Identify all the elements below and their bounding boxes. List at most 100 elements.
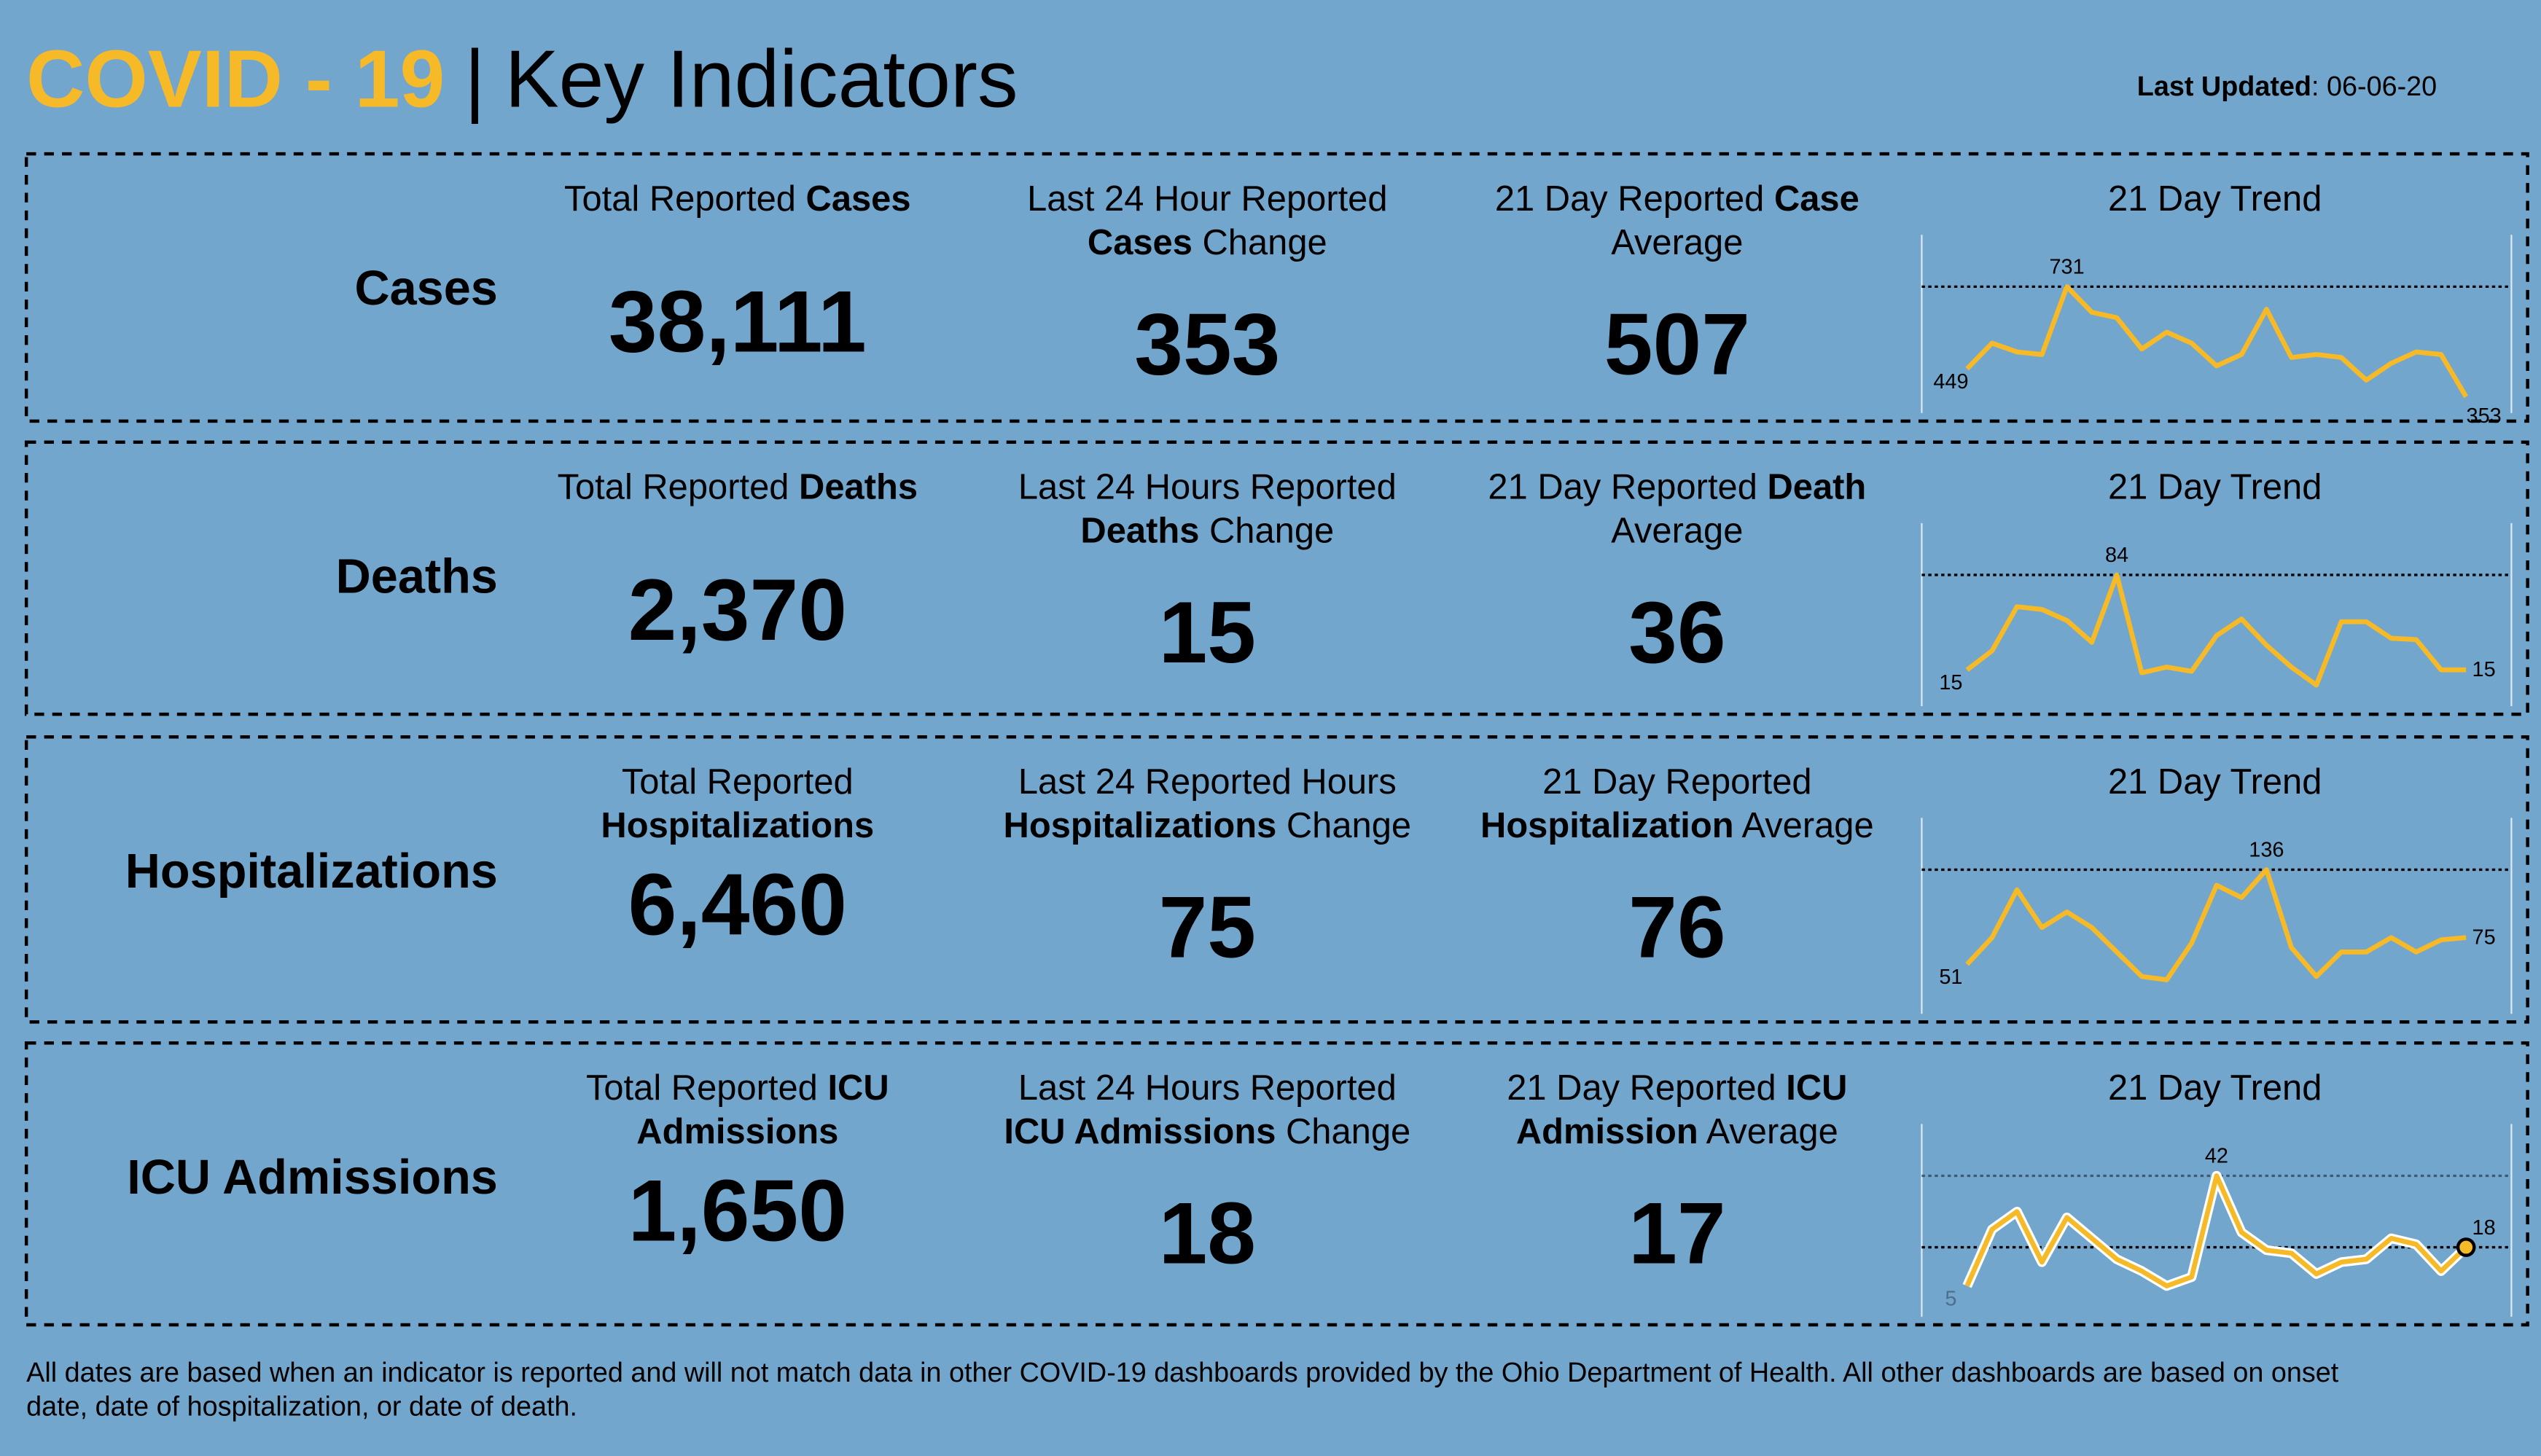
- metric-value: 36: [1628, 584, 1725, 681]
- last-value-label: 353: [2467, 404, 2502, 428]
- label-segment: Change: [1276, 806, 1411, 845]
- label-segment: Total Reported: [558, 468, 799, 507]
- label-segment: Deaths: [1080, 512, 1199, 551]
- max-value-label: 136: [2249, 839, 2284, 862]
- metric-value: 17: [1628, 1185, 1725, 1283]
- label-segment: ICU: [827, 1068, 889, 1108]
- label-segment: ICU: [1786, 1068, 1847, 1108]
- metric-label: Hospitalizations Change: [1004, 806, 1412, 845]
- last-point: [2456, 1237, 2476, 1257]
- last-updated: Last Updated: 06-06-20: [2137, 71, 2437, 102]
- label-segment: Change: [1276, 1112, 1410, 1151]
- metric-label: Last 24 Hours Reported: [1018, 1068, 1397, 1108]
- label-segment: Deaths: [799, 468, 918, 507]
- label-segment: Average: [1734, 806, 1874, 845]
- first-value-label: 51: [1939, 966, 1962, 989]
- metric-label: Total Reported: [622, 762, 854, 802]
- row-label: ICU Admissions: [127, 1151, 498, 1205]
- section-box: [24, 152, 2529, 423]
- metric-value: 75: [1159, 878, 1256, 976]
- trend-title: 21 Day Trend: [2108, 468, 2322, 507]
- title-separator: |: [464, 34, 485, 125]
- trend-line: [1964, 1173, 2468, 1288]
- metric-label: 21 Day Reported: [1542, 762, 1811, 802]
- label-segment: 21 Day Reported: [1495, 179, 1774, 219]
- label-segment: Change: [1193, 223, 1327, 262]
- max-value-label: 84: [2105, 544, 2128, 567]
- metric-label: Last 24 Hour Reported: [1027, 179, 1387, 219]
- metric-label: 21 Day Reported Death: [1488, 468, 1866, 507]
- metric-label: 21 Day Reported Case: [1495, 179, 1859, 219]
- label-segment: 21 Day Reported: [1507, 1068, 1786, 1108]
- metric-label: 21 Day Reported ICU: [1507, 1068, 1847, 1108]
- metric-label: Admissions: [636, 1112, 838, 1151]
- label-segment: Death: [1767, 468, 1866, 507]
- metric-label: Average: [1611, 512, 1743, 551]
- label-segment: Last 24 Reported Hours: [1018, 762, 1397, 802]
- metric-value: 18: [1159, 1185, 1256, 1283]
- label-segment: Case: [1774, 179, 1859, 219]
- metric-value: 38,111: [609, 273, 867, 370]
- label-segment: Average: [1611, 512, 1743, 551]
- footer-line: All dates are based when an indicator is…: [26, 1358, 2339, 1388]
- label-segment: Average: [1611, 223, 1743, 262]
- metric-label: Hospitalization Average: [1480, 806, 1874, 845]
- metric-value: 2,370: [628, 561, 847, 659]
- title-rest: Key Indicators: [505, 34, 1018, 125]
- first-value-label: 5: [1945, 1287, 1956, 1310]
- label-segment: Admissions: [636, 1112, 838, 1151]
- label-segment: Average: [1698, 1112, 1838, 1151]
- label-segment: Hospitalization: [1480, 806, 1734, 845]
- first-value-label: 15: [1939, 671, 1962, 694]
- label-segment: ICU Admissions: [1004, 1112, 1276, 1151]
- label-segment: Cases: [1088, 223, 1193, 262]
- label-segment: Total Reported: [564, 179, 805, 219]
- label-segment: Admission: [1516, 1112, 1698, 1151]
- metric-label: Cases Change: [1088, 223, 1327, 262]
- metric-value: 353: [1134, 295, 1280, 393]
- metric-value: 507: [1604, 295, 1750, 393]
- metric-label: ICU Admissions Change: [1004, 1112, 1410, 1151]
- label-segment: Last 24 Hours Reported: [1018, 468, 1397, 507]
- section-box: [24, 735, 2529, 1024]
- metric-label: Deaths Change: [1080, 512, 1334, 551]
- row-label: Hospitalizations: [125, 845, 498, 899]
- max-value-label: 42: [2205, 1145, 2228, 1168]
- updated-value: : 06-06-20: [2311, 71, 2437, 102]
- label-segment: Hospitalizations: [1004, 806, 1277, 845]
- metric-value: 76: [1628, 878, 1725, 976]
- label-segment: Hospitalizations: [601, 806, 874, 845]
- metric-value: 1,650: [628, 1162, 847, 1259]
- updated-label: Last Updated: [2137, 71, 2311, 102]
- metric-label: Hospitalizations: [601, 806, 874, 845]
- label-segment: Total Reported: [622, 762, 854, 802]
- last-value-label: 75: [2472, 925, 2496, 949]
- row-label: Deaths: [336, 549, 498, 603]
- trend-title: 21 Day Trend: [2108, 179, 2322, 219]
- title: COVID - 19 | Key Indicators: [26, 34, 1018, 125]
- last-value-label: 15: [2472, 658, 2496, 681]
- max-value-label: 731: [2049, 256, 2084, 279]
- metric-label: Average: [1611, 223, 1743, 262]
- label-segment: Last 24 Hour Reported: [1027, 179, 1387, 219]
- label-segment: Cases: [806, 179, 911, 219]
- trend-title: 21 Day Trend: [2108, 1068, 2322, 1108]
- last-value-label: 18: [2472, 1216, 2496, 1240]
- metric-label: Total Reported ICU: [586, 1068, 889, 1108]
- title-highlight: COVID - 19: [26, 34, 445, 125]
- row-label: Cases: [354, 262, 497, 316]
- label-segment: Total Reported: [586, 1068, 827, 1108]
- section-box: [24, 1041, 2529, 1327]
- first-value-label: 449: [1933, 370, 1968, 394]
- metric-label: Total Reported Deaths: [558, 468, 918, 507]
- metric-label: Admission Average: [1516, 1112, 1838, 1151]
- metric-value: 15: [1159, 584, 1256, 681]
- metric-label: Last 24 Reported Hours: [1018, 762, 1397, 802]
- label-segment: 21 Day Reported: [1488, 468, 1767, 507]
- trend-line: [1965, 572, 2467, 688]
- label-segment: Last 24 Hours Reported: [1018, 1068, 1397, 1108]
- label-segment: Change: [1199, 512, 1334, 551]
